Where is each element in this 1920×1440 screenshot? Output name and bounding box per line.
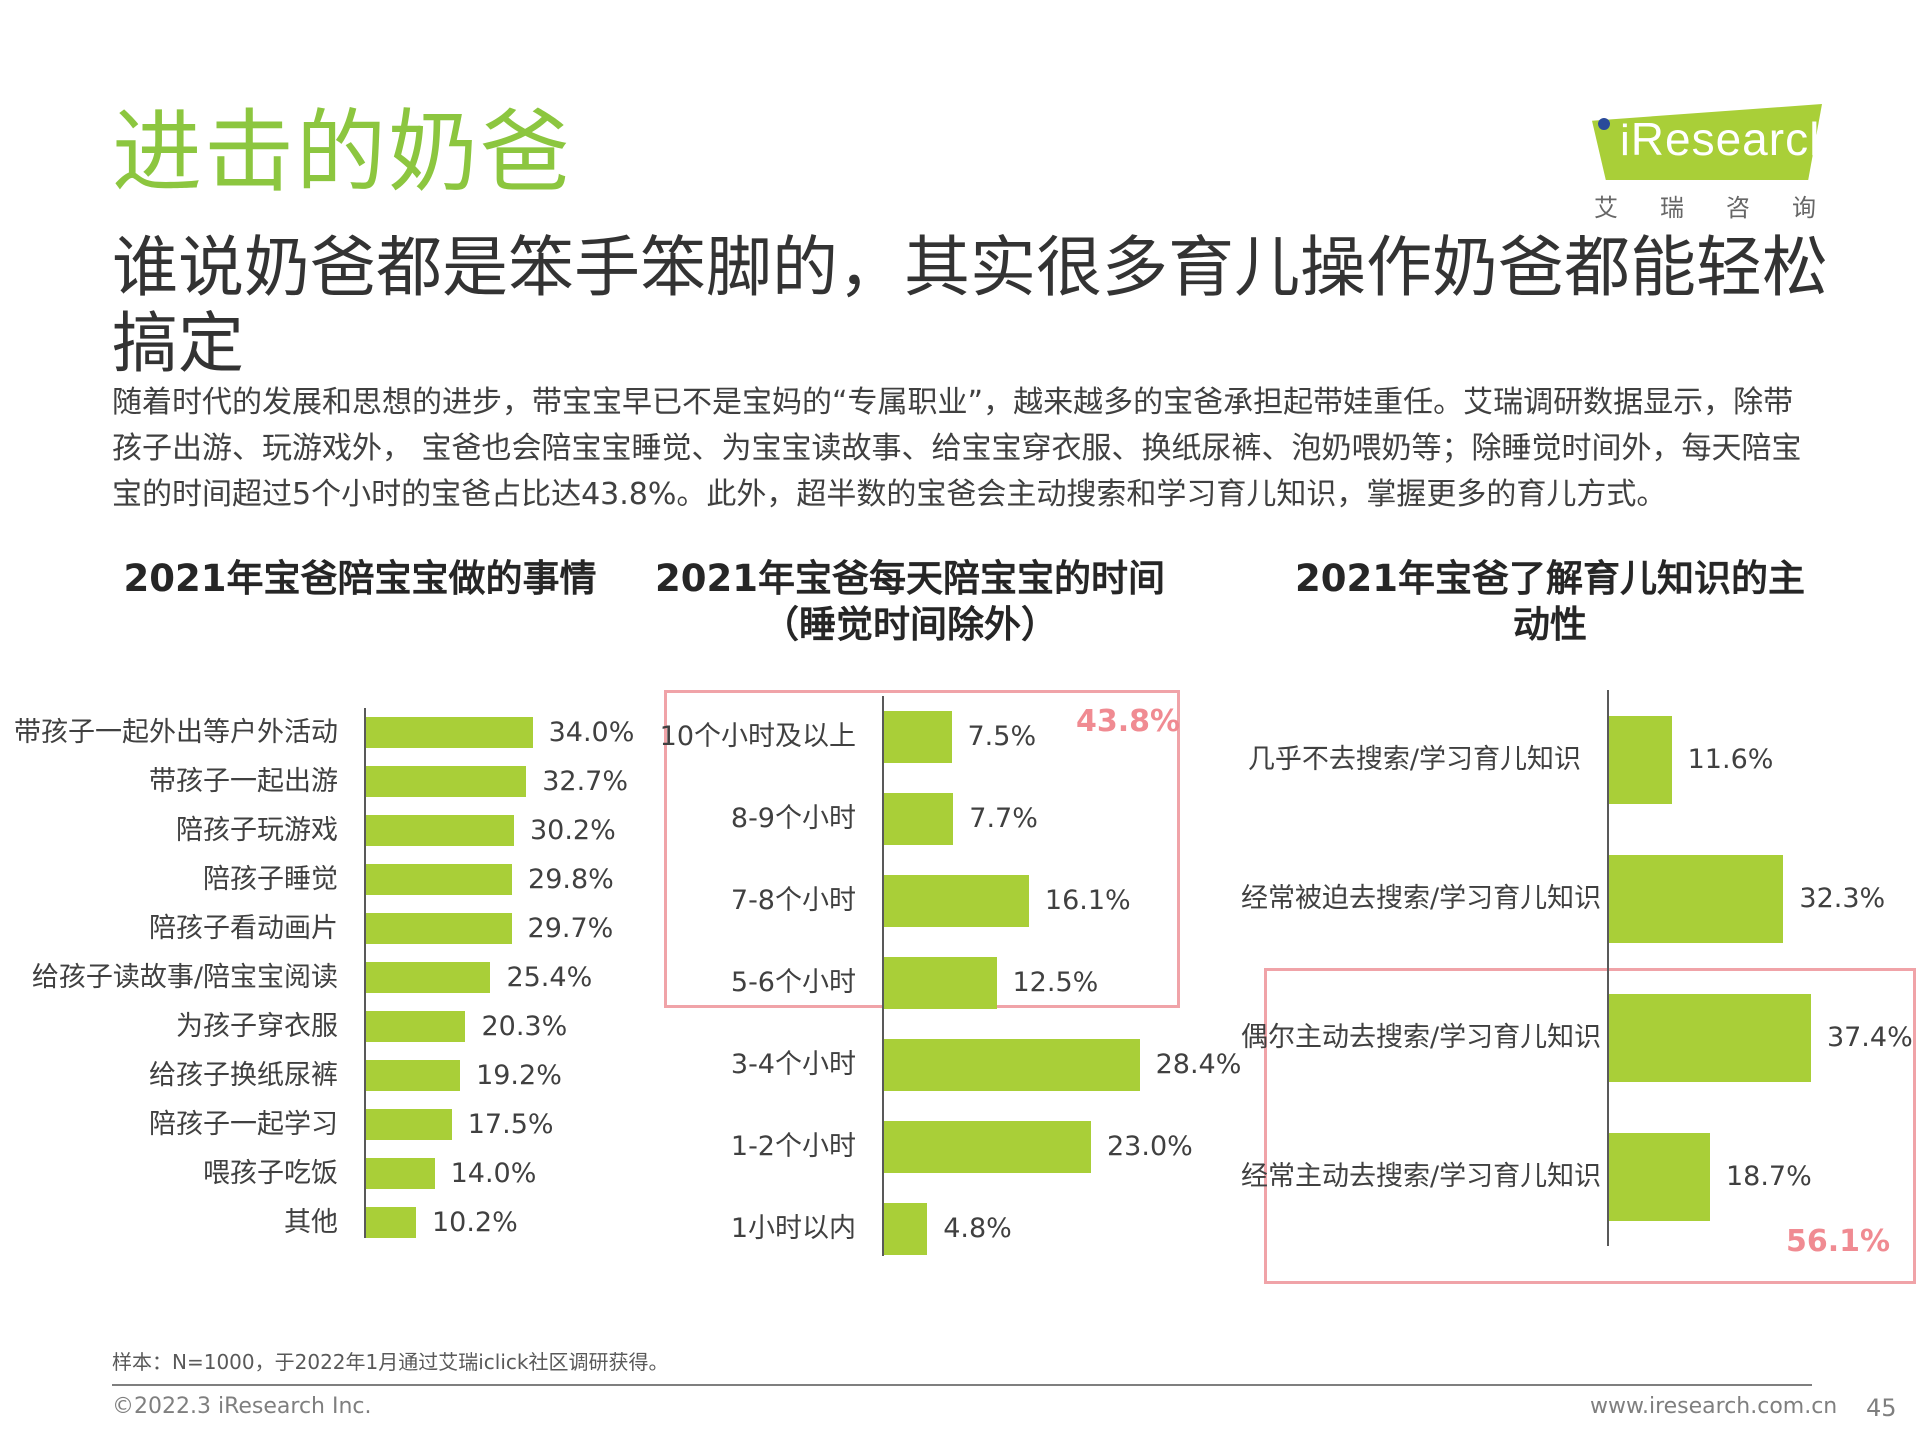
chart1-value-label: 34.0%: [548, 716, 635, 748]
chart3-title-line2: 动性: [1513, 603, 1587, 646]
chart1-value-label: 29.7%: [527, 912, 614, 944]
chart1-bar: [366, 1109, 452, 1140]
chart1-bar: [366, 1207, 416, 1238]
chart3-highlight-label: 56.1%: [1786, 1224, 1891, 1259]
chart3-bar: [1609, 993, 1811, 1082]
chart1-bar: [366, 962, 491, 993]
chart3-value-label: 37.4%: [1826, 1021, 1913, 1053]
chart2-bar: [884, 711, 952, 763]
chart1-bar: [366, 1158, 435, 1189]
chart3-value-label: 32.3%: [1799, 882, 1886, 914]
chart2-category-label: 1-2个小时: [730, 1131, 856, 1162]
chart3-highlight-box: [1264, 968, 1916, 1284]
chart2-value-label: 28.4%: [1155, 1049, 1242, 1080]
chart1-category-label: 给孩子读故事/陪宝宝阅读: [31, 961, 338, 993]
chart1-value-label: 19.2%: [476, 1059, 562, 1091]
chart2-bar: [884, 1039, 1140, 1091]
chart2-category-label: 5-6个小时: [730, 967, 856, 998]
chart2-value-label: 7.5%: [967, 721, 1037, 752]
chart1-category-label: 给孩子换纸尿裤: [149, 1059, 338, 1091]
chart2-bar: [884, 1121, 1091, 1173]
chart2-bar: [884, 793, 954, 845]
chart1-value-label: 10.2%: [431, 1206, 518, 1238]
chart1-bar: [366, 1011, 466, 1042]
chart1-value-label: 14.0%: [450, 1157, 537, 1189]
chart2-bar: [884, 1203, 928, 1255]
chart2-bar: [884, 875, 1029, 927]
chart1-value-label: 25.4%: [506, 961, 593, 993]
chart2-bar: [884, 957, 997, 1009]
chart1-category-label: 陪孩子睡觉: [203, 863, 338, 895]
chart3-title-line1: 2021年宝爸了解育儿知识的主: [1295, 557, 1805, 600]
chart3-category-label: 经常被迫去搜索/学习育儿知识: [1241, 882, 1602, 914]
chart1-value-label: 32.7%: [542, 765, 628, 797]
chart1-category-label: 喂孩子吃饭: [203, 1157, 338, 1189]
chart1-category-label: 陪孩子一起学习: [149, 1108, 338, 1140]
chart2-highlight-label: 43.8%: [1076, 704, 1181, 739]
chart1-bar: [366, 815, 514, 846]
copyright: ©2022.3 iResearch Inc.: [112, 1394, 372, 1419]
page-subtitle: 谁说奶爸都是笨手笨脚的，其实很多育儿操作奶爸都能轻松搞定: [112, 229, 1828, 382]
chart2-title: 2021年宝爸每天陪宝宝的时间 （睡觉时间除外）: [640, 556, 1180, 648]
logo-dot-icon: [1598, 118, 1610, 130]
chart2-category-label: 8-9个小时: [730, 803, 856, 834]
footer-divider: [112, 1384, 1812, 1386]
chart2-title-line2: （睡觉时间除外）: [762, 603, 1058, 646]
chart1-category-label: 陪孩子看动画片: [149, 912, 338, 944]
chart1-title: 2021年宝爸陪宝宝做的事情: [123, 557, 597, 600]
chart1-bar: [366, 766, 527, 797]
chart1-value-label: 20.3%: [481, 1010, 568, 1042]
chart3-axis: [1607, 690, 1609, 1246]
chart1-bar: [366, 1060, 461, 1091]
chart3-bar: [1609, 854, 1784, 943]
sample-note: 样本：N=1000，于2022年1月通过艾瑞iclick社区调研获得。: [112, 1350, 669, 1374]
chart3-bar: [1609, 1132, 1710, 1221]
body-paragraph: 随着时代的发展和思想的进步，带宝宝早已不是宝妈的“专属职业”，越来越多的宝爸承担…: [112, 385, 1802, 512]
chart2-value-label: 12.5%: [1012, 967, 1099, 998]
chart1-value-label: 30.2%: [529, 814, 616, 846]
chart1-bar: [366, 717, 533, 748]
chart2-value-label: 16.1%: [1044, 885, 1131, 916]
chart2-category-label: 10个小时及以上: [659, 721, 856, 752]
chart2-title-line1: 2021年宝爸每天陪宝宝的时间: [655, 557, 1165, 600]
chart1-category-label: 陪孩子玩游戏: [176, 814, 338, 846]
chart3-value-label: 11.6%: [1687, 743, 1774, 775]
chart1-value-label: 29.8%: [528, 863, 614, 895]
chart2-value-label: 23.0%: [1107, 1131, 1193, 1162]
chart1-axis: [364, 708, 366, 1238]
chart2-value-label: 4.8%: [943, 1213, 1012, 1244]
chart3-category-label: 几乎不去搜索/学习育儿知识: [1247, 743, 1581, 775]
chart2-category-label: 7-8个小时: [730, 885, 856, 916]
chart2-axis: [882, 696, 884, 1256]
chart2-category-label: 3-4个小时: [730, 1049, 856, 1080]
chart1-category-label: 其他: [284, 1206, 338, 1238]
chart3-category-label: 经常主动去搜索/学习育儿知识: [1241, 1160, 1602, 1192]
chart1-category-label: 带孩子一起外出等户外活动: [14, 716, 338, 748]
chart3-title: 2021年宝爸了解育儿知识的主 动性: [1290, 556, 1810, 648]
chart1-bar: [366, 864, 513, 895]
logo-chinese-text: 艾瑞咨询: [1594, 194, 1858, 222]
page-title: 进击的奶爸: [112, 100, 572, 205]
website-url: www.iresearch.com.cn: [1590, 1394, 1838, 1419]
chart2-category-label: 1小时以内: [730, 1213, 856, 1244]
chart3-category-label: 偶尔主动去搜索/学习育儿知识: [1241, 1021, 1602, 1053]
chart3-bar: [1609, 715, 1672, 804]
chart3-value-label: 18.7%: [1725, 1160, 1812, 1192]
chart1-bar: [366, 913, 512, 944]
page-number: 45: [1866, 1394, 1897, 1422]
chart1-category-label: 带孩子一起出游: [149, 765, 338, 797]
chart1-value-label: 17.5%: [467, 1108, 554, 1140]
logo-brand-text: iResearch: [1620, 113, 1836, 165]
chart1-category-label: 为孩子穿衣服: [176, 1010, 338, 1042]
chart2-value-label: 7.7%: [969, 803, 1038, 834]
